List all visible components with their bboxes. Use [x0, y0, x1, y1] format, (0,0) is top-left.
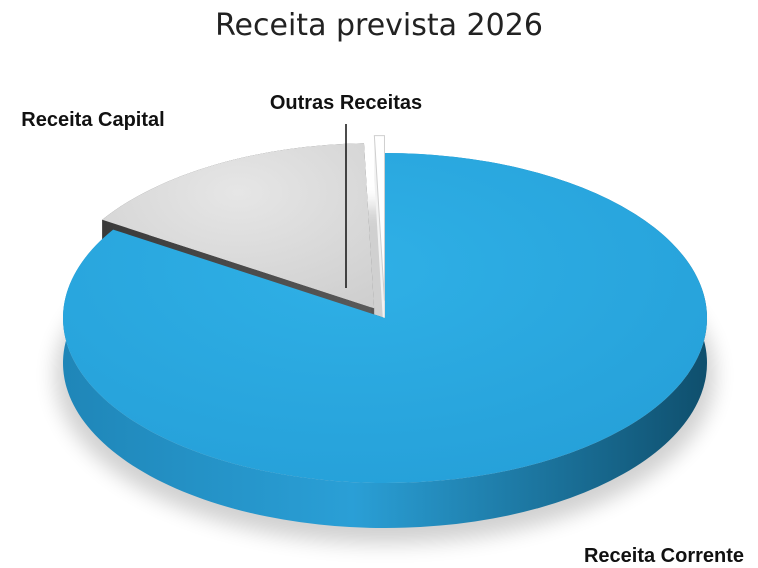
- pie-slice-outras-receitas: [373, 135, 385, 301]
- pie-slice-receita-corrente: [63, 153, 707, 483]
- slice-label-receita-capital: Receita Capital: [21, 109, 164, 131]
- chart-title: Receita prevista 2026: [215, 8, 543, 43]
- slice-label-receita-corrente: Receita Corrente: [584, 545, 744, 567]
- slice-label-outras-receitas: Outras Receitas: [270, 92, 422, 114]
- pie-slice-receita-capital: [102, 143, 375, 309]
- pie-slice-wall: [374, 135, 385, 346]
